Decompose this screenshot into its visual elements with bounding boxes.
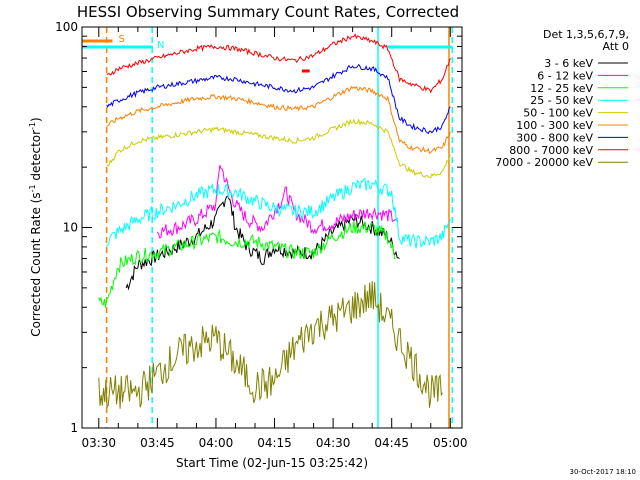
legend-header-line-1: Det 1,3,5,6,7,9, <box>543 28 629 41</box>
y-axis-label: Corrected Count Rate (s-1 detector-1) <box>28 117 43 336</box>
x-tick-label: 04:45 <box>374 436 409 450</box>
legend-label: 50 - 100 keV <box>523 107 593 120</box>
plot-area: SN <box>82 27 453 428</box>
series-line <box>106 33 451 94</box>
series-line <box>106 85 451 155</box>
y-tick-label: 100 <box>55 20 78 34</box>
legend-label: 800 - 7000 keV <box>509 144 593 157</box>
flag-label: N <box>157 40 164 51</box>
series-line <box>98 281 443 409</box>
legend-label: 100 - 300 keV <box>516 119 593 132</box>
y-axis-label-sup1: -1 <box>28 184 37 192</box>
series-line <box>98 220 396 308</box>
y-tick-label: 10 <box>63 221 78 235</box>
y-tick-label: 1 <box>70 421 78 435</box>
x-tick-label: 04:00 <box>199 436 234 450</box>
legend-label: 6 - 12 keV <box>537 69 593 82</box>
series-line <box>106 118 451 179</box>
x-axis-label: Start Time (02-Jun-15 03:25:42) <box>176 456 368 470</box>
legend-label: 3 - 6 keV <box>544 57 593 70</box>
x-tick-label: 03:45 <box>140 436 175 450</box>
legend-label: 7000 - 20000 keV <box>495 156 593 169</box>
y-axis: 1 10 100 <box>55 20 462 435</box>
legend-label: 25 - 50 keV <box>530 94 593 107</box>
chart-title: HESSI Observing Summary Count Rates, Cor… <box>77 3 459 21</box>
y-axis-label-end: ) <box>29 117 43 122</box>
series-line <box>106 177 451 249</box>
y-axis-label-main: Corrected Count Rate (s <box>29 192 43 336</box>
x-axis: 03:30 03:45 04:00 04:15 04:30 04:45 05:00 <box>81 27 468 450</box>
footer-date: 30-Oct-2017 18:10 <box>570 468 636 476</box>
x-tick-label: 04:15 <box>257 436 292 450</box>
y-axis-label-mid: detector <box>29 130 43 185</box>
x-tick-label: 05:00 <box>433 436 468 450</box>
legend-label: 300 - 800 keV <box>516 131 593 144</box>
x-tick-label: 03:30 <box>81 436 116 450</box>
y-axis-label-sup2: -1 <box>28 122 37 130</box>
flag-label: S <box>118 34 124 45</box>
x-tick-label: 04:30 <box>316 436 351 450</box>
legend-header-line-2: Att 0 <box>603 40 629 53</box>
legend-label: 12 - 25 keV <box>530 82 593 95</box>
series-line <box>125 195 400 291</box>
series-line <box>156 165 396 239</box>
series-line <box>106 63 451 135</box>
